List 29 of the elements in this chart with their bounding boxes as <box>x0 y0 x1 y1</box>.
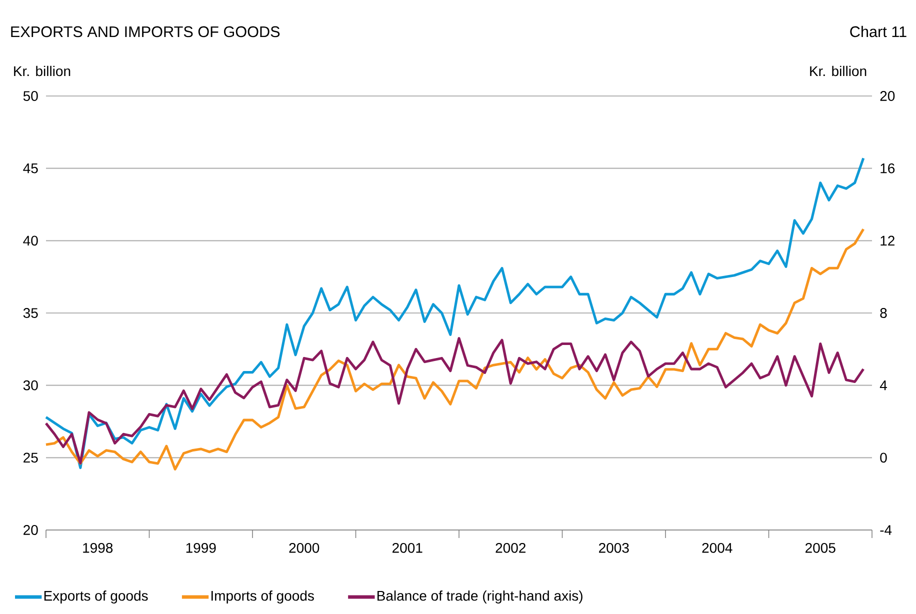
y-tick-label: 25 <box>24 452 38 463</box>
y-tick-label: 50 <box>23 91 38 101</box>
y2-tick-label: 8 <box>880 308 887 318</box>
x-tick-label: 2002 <box>496 542 526 553</box>
y2-tick-label: 16 <box>880 163 895 174</box>
caption: Chart 11 <box>850 26 906 38</box>
x-tick-label: 2005 <box>806 542 836 553</box>
legend-label: Exports of goods <box>44 590 148 604</box>
x-tick-label: 2003 <box>599 542 629 553</box>
x-tick-label: 2001 <box>392 542 422 553</box>
y-tick-label: 20 <box>24 525 38 535</box>
x-tick-label: 2004 <box>702 542 732 553</box>
y-tick-label: 40 <box>23 236 38 246</box>
legend-label: Imports of goods <box>211 590 314 604</box>
y-tick-label: 35 <box>23 308 38 318</box>
y2-tick-label: 0 <box>880 452 887 463</box>
legend-label: Balance of trade (right-hand axis) <box>377 590 582 604</box>
y2-tick-label: 20 <box>880 91 895 101</box>
x-tick-label: 1998 <box>83 542 113 553</box>
chart-title: EXPORTS AND IMPORTS OF GOODS <box>11 26 280 38</box>
y-tick-label: 45 <box>23 163 38 174</box>
y-tick-label: 30 <box>23 380 38 390</box>
y2-tick-label: -4 <box>880 525 892 535</box>
y2-axis-title: Kr. billion <box>810 66 866 76</box>
y2-tick-label: 12 <box>880 236 894 246</box>
x-tick-label: 1999 <box>186 542 216 553</box>
x-tick-label: 2000 <box>289 542 320 553</box>
y-axis-title: Kr. billion <box>14 66 70 76</box>
y2-tick-label: 4 <box>880 380 887 390</box>
